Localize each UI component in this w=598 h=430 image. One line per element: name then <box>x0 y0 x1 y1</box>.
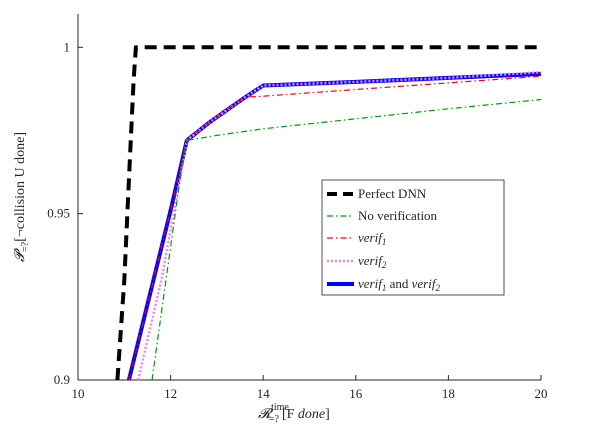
x-label-sub: =? <box>269 414 280 425</box>
legend-verif2-sub: 2 <box>382 260 387 270</box>
legend-both-a: verif <box>358 276 384 291</box>
series-line-verif1 <box>128 75 542 381</box>
legend-both-a-sub: 1 <box>382 283 387 293</box>
legend-label-verif2: verif2 <box>358 253 387 270</box>
y-tick-label: 0.9 <box>54 372 70 387</box>
legend-verif1-sub: 1 <box>382 237 387 247</box>
legend-label-perfect: Perfect DNN <box>358 186 427 201</box>
y-axis-label: 𝓟=?[¬collision U done] <box>13 132 31 262</box>
x-label-end: ] <box>325 407 330 422</box>
axes <box>77 14 541 381</box>
series-line-perfect-dnn <box>115 45 541 381</box>
legend-item-nover: No verification <box>327 208 438 223</box>
series-line-no-verification <box>151 98 542 381</box>
y-tick-label: 1 <box>64 39 71 54</box>
x-tick-label: 14 <box>257 386 271 401</box>
x-axis-label: 𝓡time =? [F done] <box>258 402 330 425</box>
x-tick-label: 12 <box>164 386 177 401</box>
ticks: 10 12 14 16 18 200.90.951 <box>47 39 547 401</box>
legend-item-verif1: verif1 <box>327 230 386 247</box>
legend-label-both: verif1 and verif2 <box>358 276 440 293</box>
y-label-sub: =? <box>20 241 31 252</box>
legend-item-perfect: Perfect DNN <box>327 186 427 201</box>
x-tick-label: 16 <box>349 386 363 401</box>
x-tick-label: 18 <box>442 386 455 401</box>
legend-item-both: verif1 and verif2 <box>327 276 440 293</box>
x-label-rest: [F <box>282 407 298 422</box>
legend-both-b: verif <box>412 276 438 291</box>
legend-verif1-text: verif <box>358 230 384 245</box>
legend-both-b-sub: 2 <box>435 283 440 293</box>
x-label-done: done <box>298 407 325 422</box>
legend-label-nover: No verification <box>358 208 438 223</box>
y-label-rest: [¬collision U done] <box>13 132 28 242</box>
y-tick-label: 0.95 <box>47 206 70 221</box>
legend: Perfect DNN No verification verif1 verif… <box>321 179 505 296</box>
legend-both-and: and <box>386 276 411 291</box>
x-tick-label: 20 <box>535 386 548 401</box>
legend-box <box>321 179 505 296</box>
x-tick-label: 10 <box>72 386 85 401</box>
legend-item-verif2: verif2 <box>327 253 387 270</box>
x-label-main: 𝓡 <box>258 407 274 422</box>
legend-label-verif1: verif1 <box>358 230 386 247</box>
x-label-sup: time <box>271 402 289 413</box>
series-layer <box>115 45 542 381</box>
legend-verif2-text: verif <box>358 253 384 268</box>
